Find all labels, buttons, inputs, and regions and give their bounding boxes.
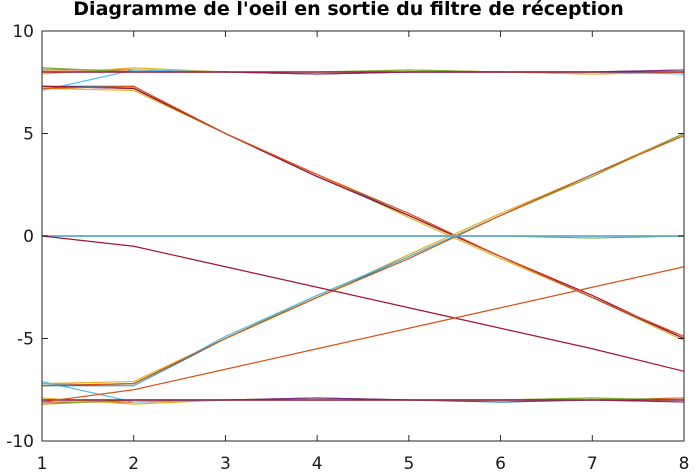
x-tick-label: 1 bbox=[37, 454, 48, 473]
chart-title: Diagramme de l'oeil en sortie du filtre … bbox=[73, 0, 624, 20]
y-tick-label: 5 bbox=[23, 125, 34, 145]
y-tick-label: -10 bbox=[6, 432, 34, 452]
x-tick-label: 4 bbox=[312, 454, 323, 473]
trace-line-24 bbox=[41, 134, 685, 387]
x-tick-label: 5 bbox=[403, 454, 414, 473]
trace-line-21 bbox=[41, 132, 685, 385]
series-layer bbox=[41, 67, 685, 405]
x-tick-label: 3 bbox=[220, 454, 231, 473]
y-tick-label: 10 bbox=[12, 22, 34, 42]
x-tick-label: 8 bbox=[679, 454, 690, 473]
y-tick-label: 0 bbox=[23, 227, 34, 247]
trace-line-30 bbox=[41, 266, 685, 403]
trace-line-16 bbox=[41, 87, 685, 342]
trace-line-18 bbox=[41, 85, 685, 340]
y-tick-label: -5 bbox=[17, 330, 34, 350]
trace-line-19 bbox=[41, 85, 685, 338]
trace-line-17 bbox=[41, 85, 685, 340]
x-tick-label: 7 bbox=[587, 454, 598, 473]
trace-line-15 bbox=[42, 85, 685, 340]
x-tick-label: 2 bbox=[128, 454, 139, 473]
x-tick-label: 6 bbox=[495, 454, 506, 473]
tick-layer: 1 2 3 4 5 6 7 8 10 5 0 -5 -10 bbox=[6, 22, 689, 473]
trace-line-29 bbox=[41, 235, 685, 372]
